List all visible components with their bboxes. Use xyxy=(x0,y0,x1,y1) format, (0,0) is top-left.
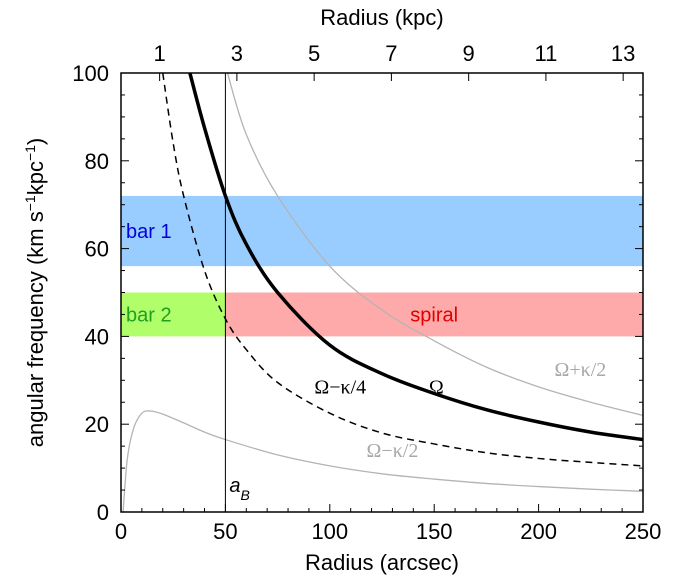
x-axis-label: Radius (arcsec) xyxy=(305,550,459,575)
top-tick-label: 3 xyxy=(231,41,243,66)
curve-omega xyxy=(188,73,643,442)
curve-label-omega-kappa-2: Ω−κ/2 xyxy=(367,440,419,462)
vline-label-main: a xyxy=(229,475,240,497)
y-axis-label: angular frequency (km s−1kpc−1) xyxy=(22,138,48,448)
y-tick-label: 0 xyxy=(97,500,109,525)
x-tick-label: 200 xyxy=(520,519,557,544)
vline-label-subscript: B xyxy=(241,487,250,503)
top-tick-label: 5 xyxy=(308,41,320,66)
top-tick-label: 13 xyxy=(611,41,635,66)
curve-label-omega: Ω xyxy=(429,376,444,398)
x-tick-label: 50 xyxy=(213,519,237,544)
y-tick-label: 20 xyxy=(85,412,109,437)
top-tick-label: 11 xyxy=(534,41,557,66)
x-tick-label: 0 xyxy=(115,519,127,544)
top-tick-label: 7 xyxy=(385,41,397,66)
y-axis-label-part: kpc xyxy=(23,161,48,195)
y-tick-label: 60 xyxy=(85,237,109,262)
curve-label-omega-kappa-2: Ω+κ/2 xyxy=(554,359,606,381)
curves-layer xyxy=(122,73,643,512)
band-label-bar-1: bar 1 xyxy=(126,221,172,243)
y-tick-label: 80 xyxy=(85,149,109,174)
band-label-bar-2: bar 2 xyxy=(126,304,172,326)
bands-layer xyxy=(121,195,643,337)
y-axis-label-part: ) xyxy=(23,138,48,145)
curve-omega-kappa-2 xyxy=(226,73,643,417)
y-tick-label: 100 xyxy=(72,61,109,86)
curve-label-omega-kappa-4: Ω−κ/4 xyxy=(314,376,366,398)
vline-label: aB xyxy=(229,475,249,503)
top-tick-label: 9 xyxy=(463,41,475,66)
y-axis-label-exponent: −1 xyxy=(22,145,38,161)
x-tick-label: 150 xyxy=(416,519,453,544)
top-axis-label: Radius (kpc) xyxy=(320,5,443,30)
labels-layer: Radius (arcsec) Radius (kpc) angular frequ… xyxy=(22,5,606,575)
curve-omega-kappa-4 xyxy=(162,73,643,467)
x-tick-label: 250 xyxy=(625,519,662,544)
band-label-spiral: spiral xyxy=(410,304,458,326)
x-tick-label: 100 xyxy=(311,519,348,544)
top-tick-label: 1 xyxy=(154,41,166,66)
band-bar-1 xyxy=(121,195,643,267)
y-axis-label-part: angular frequency (km s xyxy=(23,211,48,447)
y-tick-label: 40 xyxy=(85,324,109,349)
y-axis-label-exponent: −1 xyxy=(22,195,38,211)
band-bar-2 xyxy=(121,292,226,337)
